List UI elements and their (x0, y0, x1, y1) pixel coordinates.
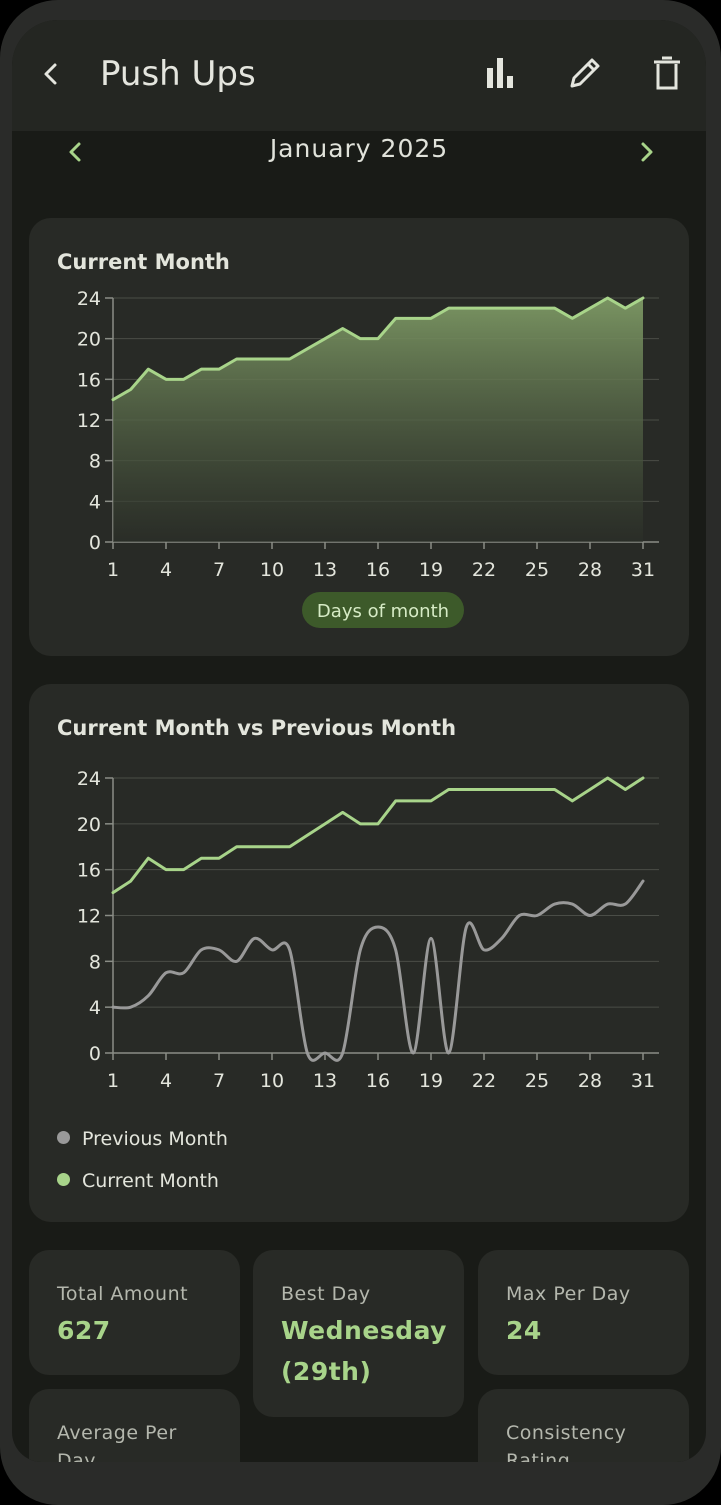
x-tick-label: 1 (107, 1070, 119, 1092)
y-tick-label: 24 (77, 768, 101, 790)
x-tick-label: 19 (419, 1070, 443, 1092)
stat-value: Wednesday (29th) (281, 1316, 447, 1386)
chevron-left-icon[interactable] (60, 137, 90, 167)
area-fill (113, 298, 643, 542)
back-arrow-icon[interactable] (38, 56, 62, 92)
y-tick-label: 20 (77, 814, 101, 836)
stat-label: Max Per Day (506, 1283, 631, 1305)
stat-consistency-rating: Consistency Rating (478, 1389, 689, 1462)
bar-chart-icon[interactable] (482, 54, 520, 92)
current-month-chart: 0 4 8 12 16 20 24 1 4 7 10 13 16 19 22 25 28 31 Days of mo… (77, 288, 659, 628)
x-tick-label: 16 (366, 1070, 390, 1092)
y-tick-label: 16 (77, 369, 101, 391)
stat-value: 24 (506, 1316, 542, 1345)
x-tick-label: 10 (260, 559, 284, 581)
trash-icon[interactable] (648, 54, 686, 92)
legend-label: Current Month (82, 1170, 219, 1192)
x-tick-label: 4 (160, 1070, 172, 1092)
x-tick-label: 13 (313, 1070, 337, 1092)
x-tick-label: 7 (213, 559, 225, 581)
legend-current-month: Current Month (57, 1170, 219, 1196)
stat-max-per-day: Max Per Day 24 (478, 1250, 689, 1375)
legend-dot (57, 1173, 70, 1186)
x-tick-label: 25 (525, 559, 549, 581)
y-tick-label: 8 (89, 451, 101, 473)
y-tick-label: 16 (77, 860, 101, 882)
month-label: January 2025 (269, 134, 449, 163)
stat-label: Consistency Rating (506, 1422, 627, 1462)
y-tick-label: 8 (89, 951, 101, 973)
stat-total-amount: Total Amount 627 (29, 1250, 240, 1375)
x-tick-label: 31 (631, 1070, 655, 1092)
legend-previous-month: Previous Month (57, 1128, 228, 1154)
y-tick-label: 12 (77, 410, 101, 432)
current-month-card: Current Month 0 4 8 12 16 20 24 1 4 7 10 13 16 19 22 25… (29, 218, 689, 656)
x-tick-label: 19 (419, 559, 443, 581)
previous-month-line (111, 879, 645, 1062)
x-tick-label: 22 (472, 559, 496, 581)
stat-label: Total Amount (57, 1283, 189, 1305)
stat-label: Best Day (281, 1283, 371, 1305)
x-tick-label: 13 (313, 559, 337, 581)
x-tick-label: 25 (525, 1070, 549, 1092)
pencil-icon[interactable] (566, 54, 604, 92)
x-tick-label: 22 (472, 1070, 496, 1092)
x-tick-label: 4 (160, 559, 172, 581)
legend-dot (57, 1131, 70, 1144)
x-axis-badge (302, 592, 464, 628)
x-tick-label: 16 (366, 559, 390, 581)
x-tick-label: 10 (260, 1070, 284, 1092)
stat-average-per-day: Average Per Day (29, 1389, 240, 1462)
month-navigator: January 2025 (12, 131, 706, 191)
x-tick-label: 28 (578, 559, 602, 581)
stat-value: 627 (57, 1316, 111, 1345)
x-tick-label: 28 (578, 1070, 602, 1092)
y-tick-label: 0 (89, 1043, 101, 1065)
y-tick-label: 0 (89, 532, 101, 554)
stat-best-day: Best Day Wednesday (29th) (253, 1250, 464, 1417)
y-tick-label: 12 (77, 906, 101, 928)
y-tick-label: 20 (77, 329, 101, 351)
x-axis-label: Days of month (317, 601, 449, 622)
y-tick-label: 24 (77, 288, 101, 310)
page-title: Push Ups (100, 54, 256, 94)
chevron-right-icon[interactable] (632, 137, 662, 167)
comparison-card: Current Month vs Previous Month 0 4 8 12 16 2… (29, 684, 689, 1222)
comparison-chart: 0 4 8 12 16 20 24 1 4 7 10 13 16 19 22 25 28 31 (77, 768, 659, 1092)
current-month-line (111, 776, 645, 895)
x-tick-label: 7 (213, 1070, 225, 1092)
chart-title: Current Month vs Previous Month (57, 716, 457, 740)
y-tick-label: 4 (89, 491, 101, 513)
chart-title: Current Month (57, 250, 230, 274)
app-bar: Push Ups (12, 20, 706, 131)
y-tick-label: 4 (89, 997, 101, 1019)
legend-label: Previous Month (82, 1128, 228, 1150)
stat-label: Average Per Day (57, 1422, 177, 1462)
app-screen: Push Ups January 2025 (12, 20, 706, 1462)
x-tick-label: 31 (631, 559, 655, 581)
x-tick-label: 1 (107, 559, 119, 581)
